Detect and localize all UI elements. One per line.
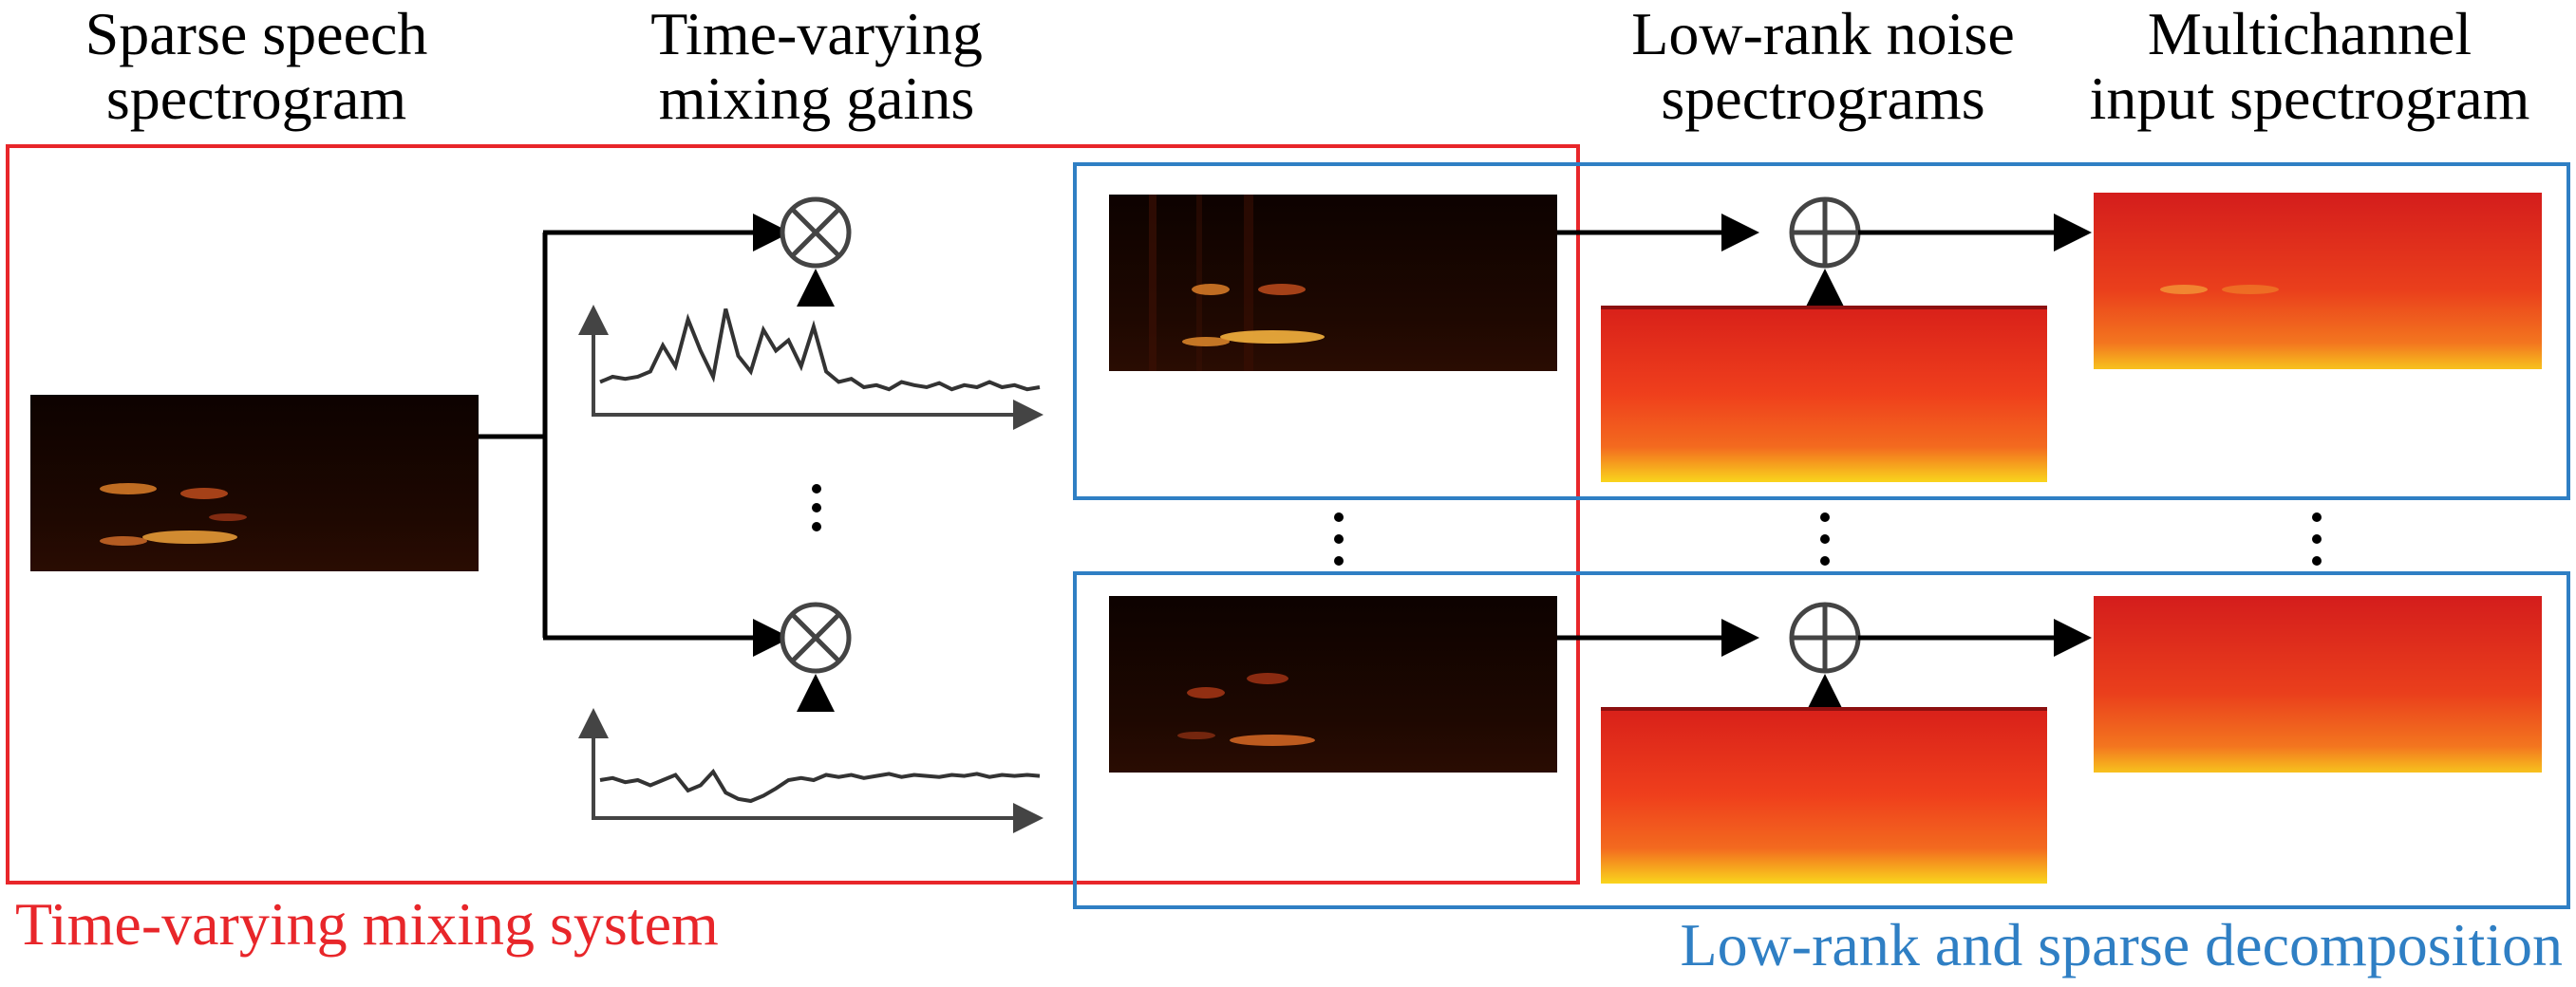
mixed-spectrogram-bottom <box>1109 596 1557 773</box>
gain-axes-top <box>578 305 1044 430</box>
multiply-operator-top <box>780 196 852 269</box>
heading-input-line1: Multichannel <box>2147 0 2473 67</box>
heading-speech-line1: Sparse speech <box>85 0 428 67</box>
caption-mixing-system: Time-varying mixing system <box>15 890 719 958</box>
heading-speech-line2: spectrogram <box>105 65 407 132</box>
heading-noise-line2: spectrograms <box>1661 65 1985 132</box>
ellipsis-mixed <box>1334 512 1344 566</box>
decomposition-box-bottom <box>1073 571 2570 909</box>
multiply-operator-bottom <box>780 602 852 674</box>
mixing-system-box <box>6 144 1580 885</box>
gain-curve-top <box>599 307 1041 392</box>
ellipsis-input <box>2312 512 2322 566</box>
noise-spectrogram-bottom <box>1601 707 2047 884</box>
heading-noise: Low-rank noise spectrograms <box>1576 2 2070 131</box>
heading-input: Multichannel input spectrogram <box>2051 2 2568 131</box>
ellipsis-gains <box>812 484 821 531</box>
fork-lines <box>479 214 791 657</box>
heading-gains-line1: Time-varying <box>650 0 983 67</box>
noise-spectrogram-top <box>1601 306 2047 482</box>
heading-input-line2: input spectrogram <box>2089 65 2530 132</box>
gain-axes-bottom <box>578 708 1044 833</box>
add-operator-bottom <box>1789 602 1861 674</box>
decomposition-box-top <box>1073 162 2570 500</box>
mixed-spectrogram-top <box>1109 195 1557 371</box>
heading-speech: Sparse speech spectrogram <box>19 2 494 131</box>
ellipsis-noise <box>1820 512 1830 566</box>
heading-gains: Time-varying mixing gains <box>579 2 1054 131</box>
speech-spectrogram <box>30 395 479 571</box>
gain-curve-bottom <box>599 768 1041 804</box>
input-spectrogram-top <box>2094 193 2542 369</box>
input-spectrogram-bottom <box>2094 596 2542 773</box>
heading-gains-line2: mixing gains <box>658 65 975 132</box>
caption-decomposition: Low-rank and sparse decomposition <box>1680 911 2563 978</box>
heading-noise-line1: Low-rank noise <box>1631 0 2015 67</box>
add-operator-top <box>1789 196 1861 269</box>
